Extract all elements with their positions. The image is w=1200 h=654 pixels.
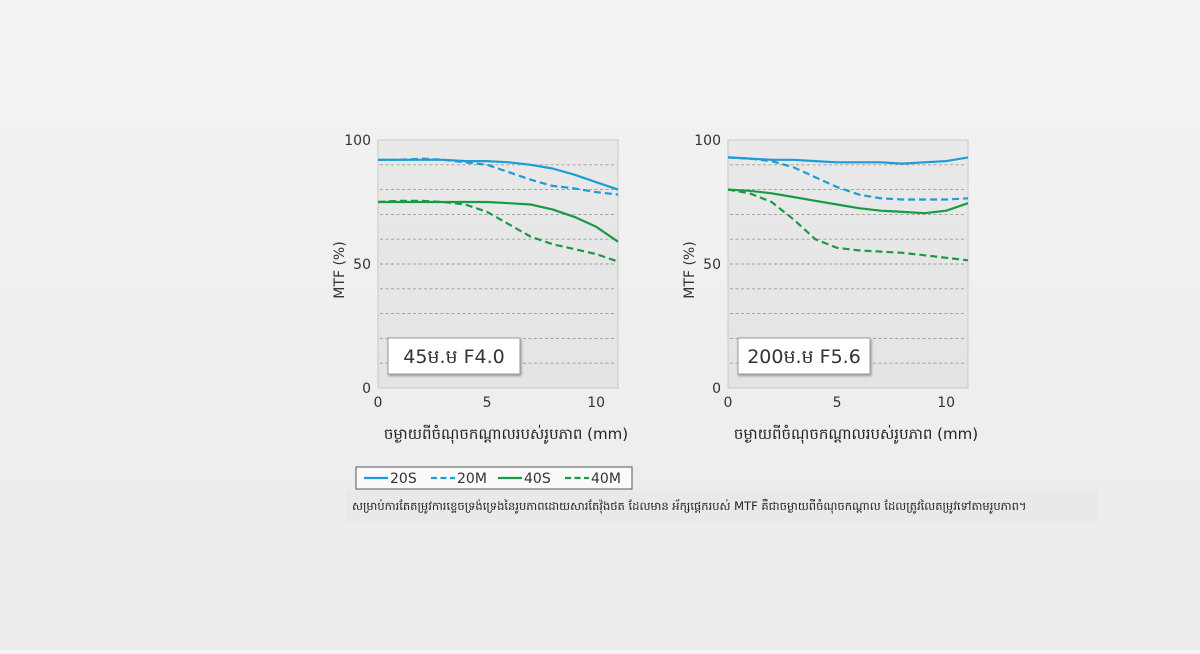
x-tick-label: 10 (937, 395, 955, 411)
legend-label-20M: 20M (457, 471, 487, 487)
y-tick-label: 0 (362, 381, 371, 397)
x-axis-label: ចម្ងាយពីចំណុចកណ្ដាលរបស់រូបភាព (mm) (734, 424, 978, 444)
legend-box (355, 466, 633, 490)
y-tick-label: 50 (353, 257, 371, 273)
y-tick-label: 100 (694, 133, 721, 149)
chart-2: 0 50 100 0 5 10 MTF (%) ចម្ងាយពីចំណុចកណ្ដាលរបស់… (682, 133, 978, 444)
series-line-40S (727, 188, 969, 215)
legend-label-20S: 20S (390, 471, 417, 487)
y-axis-label: MTF (%) (332, 241, 348, 298)
chart-1: 0 50 100 0 5 10 MTF (%) ចម្ងាយពីចំណុចកណ្ដាលរបស់… (332, 133, 628, 444)
y-tick-label: 50 (703, 257, 721, 273)
legend: 20S 20M 40S 40M (355, 466, 633, 490)
series-line-40M (377, 199, 619, 263)
x-tick-label: 5 (483, 395, 492, 411)
chart-title-box (737, 337, 871, 375)
x-tick-label: 10 (587, 395, 605, 411)
legend-label-40M: 40M (591, 471, 621, 487)
series-line-40M (727, 188, 969, 262)
chart-title: 45ម.ម F4.0 (403, 346, 505, 368)
y-axis-label: MTF (%) (682, 241, 698, 298)
y-tick-label: 0 (712, 381, 721, 397)
x-tick-label: 5 (833, 395, 842, 411)
y-tick-label: 100 (344, 133, 371, 149)
series-line-20M (378, 157, 619, 196)
x-tick-label: 0 (724, 395, 733, 411)
chart-caption: សម្រាប់ការតែតម្រូវការខ្ទេចទ្រង់ទ្រេងនៃរូ… (352, 499, 1027, 513)
chart-title: 200ម.ម F5.6 (747, 346, 861, 368)
x-axis-label: ចម្ងាយពីចំណុចកណ្ដាលរបស់រូបភាព (mm) (384, 424, 628, 444)
series-line-40S (378, 200, 619, 243)
caption-background (346, 490, 1098, 522)
chart-title-box (387, 337, 521, 375)
x-tick-label: 0 (374, 395, 383, 411)
legend-label-40S: 40S (524, 471, 551, 487)
series-line-20M (727, 156, 969, 201)
